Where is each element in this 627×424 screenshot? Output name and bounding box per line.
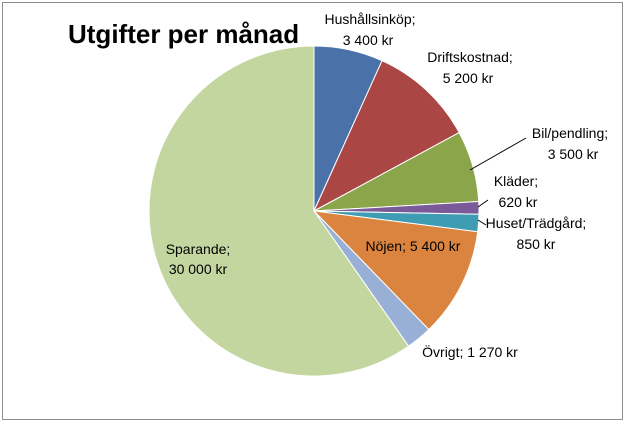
pie-slice-sparande bbox=[148, 45, 410, 377]
data-label-value-huset-tradgard: 850 kr bbox=[517, 236, 556, 252]
data-label-name-bil-pendling: Bil/pendling; bbox=[532, 125, 608, 141]
data-label-value-bil-pendling: 3 500 kr bbox=[548, 146, 599, 162]
leader-line-bil-pendling bbox=[469, 137, 527, 171]
data-label-value-hushallsinkop: 3 400 kr bbox=[343, 32, 394, 48]
pie-slice-driftskostnad bbox=[312, 60, 460, 213]
data-label-value-klader: 620 kr bbox=[499, 194, 538, 210]
data-label-nojen: Nöjen; 5 400 kr bbox=[366, 238, 461, 254]
data-label-name-klader: Kläder; bbox=[494, 173, 538, 189]
pie-slice-nojen bbox=[312, 210, 479, 331]
data-label-name-huset-tradgard: Huset/Trädgård; bbox=[486, 215, 587, 231]
data-label-name-sparande: Sparande; bbox=[166, 241, 231, 257]
leader-line-huset-tradgard bbox=[477, 219, 487, 226]
chart-title: Utgifter per månad bbox=[68, 19, 299, 49]
data-label-name-hushallsinkop: Hushållsinköp; bbox=[324, 11, 415, 27]
data-label-value-driftskostnad: 5 200 kr bbox=[443, 70, 494, 86]
data-label-name-driftskostnad: Driftskostnad; bbox=[427, 49, 513, 65]
data-label-ovrigt: Övrigt; 1 270 kr bbox=[422, 343, 518, 360]
leader-line-klader bbox=[477, 199, 489, 208]
data-label-value-sparande: 30 000 kr bbox=[169, 261, 228, 277]
